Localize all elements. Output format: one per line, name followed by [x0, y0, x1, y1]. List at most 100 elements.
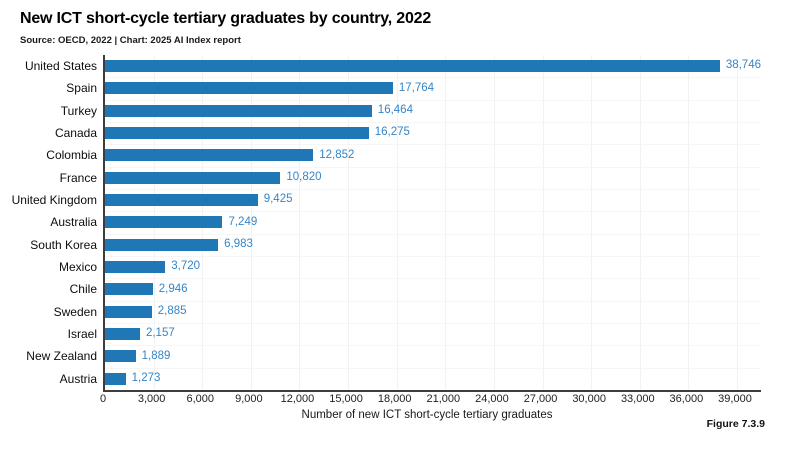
row-gridline [105, 144, 761, 146]
category-label: Austria [59, 371, 97, 386]
x-axis-title: Number of new ICT short-cycle tertiary g… [301, 409, 553, 421]
gridline [299, 55, 301, 390]
value-label: 16,464 [377, 104, 413, 117]
bar-row: 38,746 [105, 55, 761, 77]
row-gridline [105, 278, 761, 280]
row-gridline [105, 345, 761, 347]
bar-row: 3,720 [105, 256, 761, 278]
category-label: Colombia [46, 148, 97, 163]
bar-colombia [105, 149, 314, 162]
gridline [737, 55, 738, 390]
x-tick-label: 39,000 [718, 393, 752, 405]
category-label: Canada [54, 126, 97, 141]
category-label: Sweden [53, 304, 97, 319]
value-label: 38,746 [725, 59, 761, 72]
bar-row: 10,820 [105, 167, 761, 189]
row-gridline [105, 256, 761, 257]
row-gridline [105, 99, 761, 101]
value-label: 3,720 [171, 260, 201, 273]
x-tick-label: 9,000 [235, 393, 263, 405]
value-label: 2,157 [145, 327, 175, 340]
bar-row: 2,885 [105, 301, 761, 323]
bar-row: 1,889 [105, 345, 761, 367]
bar-new-zealand [105, 350, 136, 363]
bar-spain [105, 82, 393, 95]
x-tick-label: 18,000 [377, 393, 412, 405]
category-label: France [59, 170, 97, 185]
value-label: 17,764 [398, 81, 435, 94]
category-label: New Zealand [26, 349, 97, 364]
bar-south-korea [105, 238, 219, 251]
bar-row: 2,157 [105, 323, 761, 345]
x-axis-tick-labels: 0 3,000 6,000 9,000 12,000 15,000 18,000 21,000… [99, 393, 759, 408]
x-tick-label: 33,000 [620, 393, 655, 405]
chart-subtitle: Source: OECD, 2022 | Chart: 2025 AI Inde… [20, 35, 241, 46]
row-gridline [105, 189, 761, 190]
bar-row: 7,249 [105, 211, 761, 233]
row-gridline [105, 77, 761, 79]
x-tick-label: 3,000 [137, 393, 166, 405]
gridline [688, 55, 690, 390]
value-label: 10,820 [286, 171, 322, 184]
row-gridline [105, 300, 761, 302]
bar-sweden [105, 305, 152, 318]
category-label: Chile [69, 282, 97, 297]
category-label: Spain [66, 81, 97, 96]
x-tick-label: 0 [99, 393, 107, 405]
gridline [396, 55, 398, 390]
chart-title: New ICT short-cycle tertiary graduates b… [20, 10, 432, 27]
category-label: South Korea [30, 237, 97, 252]
x-tick-label: 21,000 [426, 393, 461, 405]
x-tick-label: 36,000 [669, 393, 704, 405]
category-label: Turkey [60, 103, 97, 118]
bar-row: 1,273 [105, 368, 761, 390]
value-label: 2,885 [157, 305, 187, 318]
value-label: 9,425 [263, 193, 293, 206]
row-gridline [105, 367, 761, 369]
value-label: 16,275 [374, 126, 410, 139]
bar-row: 17,764 [105, 77, 761, 99]
bar-united-states [105, 60, 720, 73]
value-label: 2,946 [158, 282, 188, 295]
row-gridline [105, 323, 761, 324]
gridline [591, 55, 593, 390]
row-gridline [105, 122, 761, 123]
plot-area: 38,746 17,764 16,464 16,275 12,852 10,820 9,42… [103, 55, 761, 392]
x-tick-label: 24,000 [475, 393, 509, 405]
bar-row: 16,464 [105, 100, 761, 122]
bar-row: 2,946 [105, 278, 761, 300]
figure-number-label: Figure 7.3.9 [706, 418, 765, 430]
category-label: United States [24, 59, 97, 74]
category-label: United Kingdom [11, 193, 97, 208]
gridline [493, 55, 495, 390]
bar-austria [105, 372, 126, 385]
value-label: 1,889 [141, 349, 171, 362]
bar-united-kingdom [105, 194, 258, 207]
category-label: Australia [50, 215, 97, 230]
y-axis-category-labels: United States Spain Turkey Canada Colombia Fr… [0, 55, 97, 390]
gridline [250, 55, 252, 390]
row-gridline [105, 211, 761, 213]
value-label: 6,983 [224, 238, 253, 251]
bar-israel [105, 328, 140, 341]
bar-row: 12,852 [105, 144, 761, 166]
row-gridline [105, 166, 761, 168]
category-label: Mexico [58, 260, 97, 275]
x-tick-label: 30,000 [572, 393, 606, 405]
gridline [542, 55, 544, 390]
row-gridline [105, 233, 761, 235]
bar-row: 6,983 [105, 234, 761, 256]
gridline [445, 55, 447, 390]
value-label: 7,249 [228, 215, 258, 228]
gridline [639, 55, 641, 390]
bar-turkey [105, 104, 372, 117]
category-label: Israel [67, 327, 97, 342]
bar-rows: 38,746 17,764 16,464 16,275 12,852 10,820 9,42… [105, 55, 761, 390]
bar-australia [105, 216, 223, 229]
bar-france [105, 171, 281, 184]
x-tick-label: 27,000 [523, 393, 558, 405]
value-label: 12,852 [319, 148, 355, 161]
x-tick-label: 15,000 [329, 393, 363, 405]
bar-mexico [105, 261, 166, 274]
value-label: 1,273 [131, 372, 161, 384]
